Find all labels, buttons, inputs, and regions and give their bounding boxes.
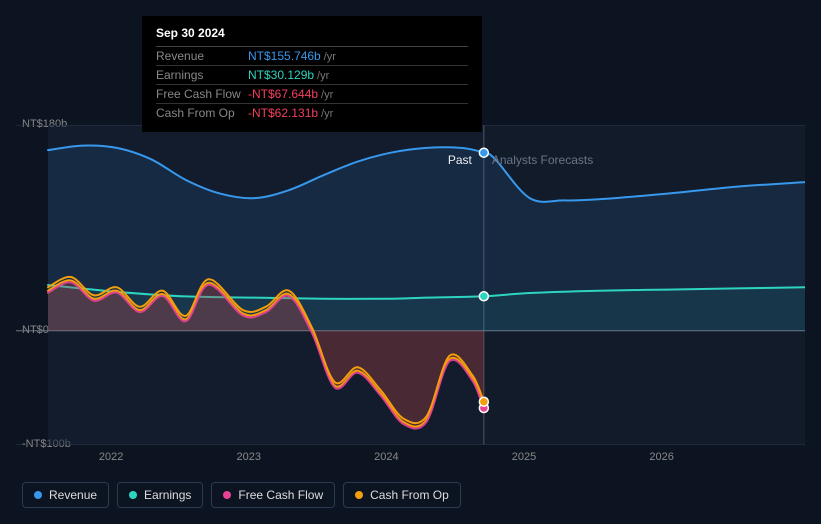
x-axis: 2022 2023 2024 2025 2026 [16, 451, 805, 469]
tooltip-metric-label: Free Cash Flow [156, 87, 248, 101]
tooltip-row: Cash From Op-NT$62.131b/yr [156, 103, 468, 122]
legend-label: Free Cash Flow [238, 488, 323, 502]
x-axis-tick: 2026 [649, 451, 673, 463]
tooltip-metric-value: -NT$67.644b [248, 87, 318, 101]
legend-dot-icon [34, 491, 42, 499]
tooltip-row: EarningsNT$30.129b/yr [156, 65, 468, 84]
tooltip-metric-unit: /yr [317, 70, 329, 82]
tooltip-row: Free Cash Flow-NT$67.644b/yr [156, 84, 468, 103]
tooltip-metric-unit: /yr [321, 108, 333, 120]
legend-dot-icon [223, 491, 231, 499]
chart-section-label: Analysts Forecasts [492, 153, 593, 167]
chart-tooltip: Sep 30 2024 RevenueNT$155.746b/yrEarning… [142, 16, 482, 132]
tooltip-metric-label: Cash From Op [156, 106, 248, 120]
chart-section-label: Past [448, 153, 472, 167]
legend-item-revenue[interactable]: Revenue [22, 482, 109, 508]
x-axis-tick: 2023 [236, 451, 260, 463]
legend-item-earnings[interactable]: Earnings [117, 482, 203, 508]
legend-dot-icon [129, 491, 137, 499]
tooltip-metric-label: Revenue [156, 49, 248, 63]
legend-label: Cash From Op [370, 488, 449, 502]
legend-label: Earnings [144, 488, 191, 502]
tooltip-metric-value: -NT$62.131b [248, 106, 318, 120]
financial-chart[interactable]: Past Analysts Forecasts [16, 125, 805, 479]
tooltip-metric-label: Earnings [156, 68, 248, 82]
legend-dot-icon [355, 491, 363, 499]
x-axis-tick: 2025 [512, 451, 536, 463]
tooltip-row: RevenueNT$155.746b/yr [156, 46, 468, 65]
chart-legend: Revenue Earnings Free Cash Flow Cash From O… [22, 482, 461, 508]
x-axis-tick: 2024 [374, 451, 398, 463]
legend-label: Revenue [49, 488, 97, 502]
tooltip-date: Sep 30 2024 [156, 26, 468, 40]
tooltip-metric-unit: /yr [321, 89, 333, 101]
tooltip-metric-value: NT$155.746b [248, 49, 321, 63]
legend-item-free-cash-flow[interactable]: Free Cash Flow [211, 482, 335, 508]
legend-item-cash-from-op[interactable]: Cash From Op [343, 482, 461, 508]
x-axis-tick: 2022 [99, 451, 123, 463]
tooltip-metric-unit: /yr [324, 51, 336, 63]
tooltip-metric-value: NT$30.129b [248, 68, 314, 82]
